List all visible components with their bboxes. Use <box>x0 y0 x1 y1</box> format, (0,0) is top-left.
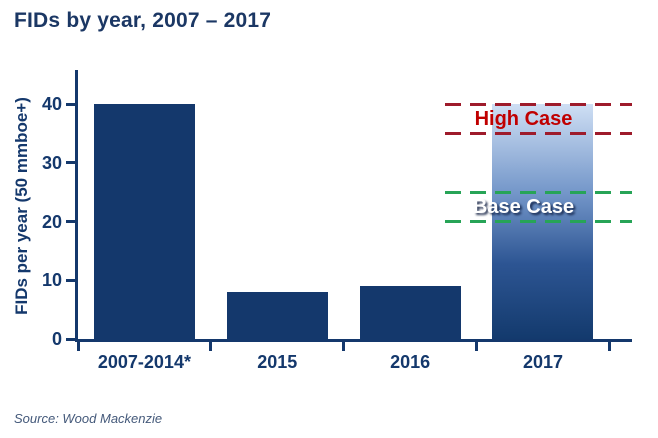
x-tick-label: 2015 <box>257 352 298 372</box>
base-case-label: Base Case <box>472 195 575 218</box>
high-case-line <box>445 131 632 135</box>
y-axis-tick <box>66 220 75 223</box>
plot-area: High Case Base Case <box>66 70 632 351</box>
y-tick-label: 30 <box>41 152 62 173</box>
y-tick-label: 20 <box>41 211 62 232</box>
base-case-line <box>445 220 632 223</box>
base-case-line <box>445 190 632 194</box>
bar-2007-2014- <box>93 104 195 339</box>
x-tick-label: 2007-2014* <box>97 352 191 372</box>
x-tick-label: 2017 <box>522 352 563 372</box>
y-axis-tick <box>66 161 75 165</box>
x-axis-tick <box>342 342 346 351</box>
bar-2016 <box>359 286 461 339</box>
x-tick-label: 2016 <box>390 352 431 372</box>
y-tick-label: 40 <box>41 94 62 114</box>
bar-2015 <box>226 292 328 339</box>
x-axis-tick <box>607 342 611 351</box>
x-axis-tick <box>475 342 479 351</box>
high-case-line <box>445 102 632 106</box>
x-axis-tick <box>76 342 80 351</box>
high-case-label: High Case <box>474 107 573 130</box>
x-axis-tick <box>209 342 213 351</box>
y-tick-label: 10 <box>41 270 62 291</box>
y-axis-tick <box>66 102 75 106</box>
y-axis-tick <box>66 278 75 282</box>
y-tick-label: 0 <box>51 329 62 349</box>
y-axis-tick <box>66 337 75 341</box>
source-note: Source: Wood Mackenzie <box>14 411 163 426</box>
chart-title: FIDs by year, 2007 – 2017 <box>14 9 272 32</box>
